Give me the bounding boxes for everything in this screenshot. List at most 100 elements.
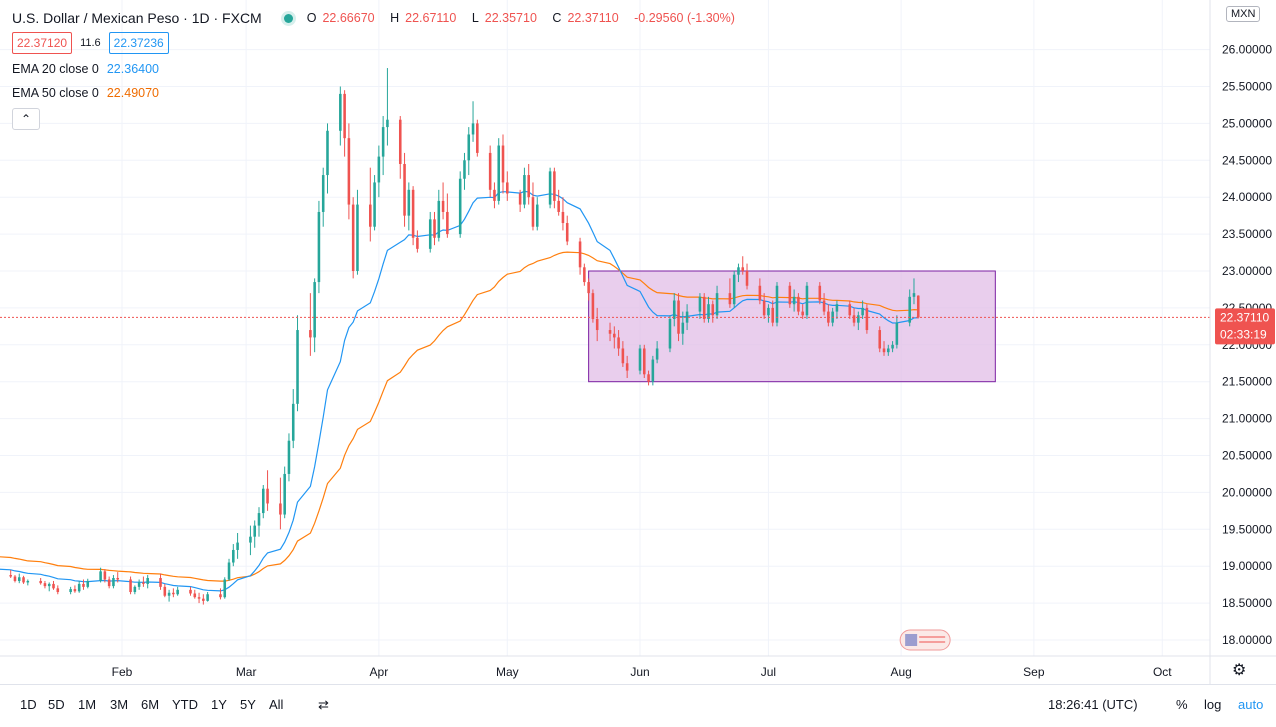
- gear-icon[interactable]: ⚙: [1232, 662, 1247, 679]
- time-tick-label: Aug: [890, 665, 911, 679]
- candle-body: [339, 93, 342, 131]
- candle: [557, 189, 560, 216]
- candle: [82, 579, 85, 590]
- log-toggle[interactable]: log: [1204, 697, 1222, 712]
- candle-body: [728, 293, 732, 305]
- symbol-title[interactable]: U.S. Dollar / Mexican Peso · 1D · FXCM: [12, 10, 262, 26]
- auto-toggle[interactable]: auto: [1238, 697, 1264, 712]
- candle: [283, 466, 286, 519]
- collapse-legend-button[interactable]: ⌃: [12, 108, 40, 130]
- candle-body: [797, 296, 800, 312]
- time-axis[interactable]: Feb Mar Apr May Jun Jul Aug Sep Oct: [0, 655, 1276, 679]
- candle: [818, 282, 822, 305]
- candle: [728, 278, 732, 308]
- candle: [625, 355, 629, 379]
- price-tick-label: 19.50000: [1222, 522, 1272, 536]
- candle-body: [548, 171, 552, 205]
- candle: [22, 575, 25, 584]
- candle: [291, 389, 295, 449]
- candle-body: [176, 589, 179, 595]
- candle: [373, 175, 376, 231]
- candle-body: [433, 219, 436, 238]
- price-tick-label: 24.50000: [1222, 153, 1272, 167]
- timeframe-5y[interactable]: 5Y: [240, 697, 256, 712]
- calendar-range-icon[interactable]: ⇄: [318, 697, 329, 712]
- ema20-legend[interactable]: EMA 20 close 0 22.36400: [12, 60, 741, 78]
- candle: [617, 330, 620, 356]
- candle-body: [805, 285, 809, 316]
- spread-value: 11.6: [80, 37, 101, 49]
- candle: [895, 315, 899, 349]
- timeframe-5d[interactable]: 5D: [48, 697, 65, 712]
- candle-body: [403, 163, 406, 216]
- candle: [595, 307, 599, 342]
- price-tick-label: 26.00000: [1222, 43, 1272, 57]
- timeframe-ytd[interactable]: YTD: [172, 697, 198, 712]
- last-price-tag: 22.37110 02:33:19: [1215, 308, 1275, 345]
- rectangle-drawing[interactable]: [588, 270, 996, 383]
- candle-body: [835, 304, 839, 312]
- candle: [227, 558, 231, 581]
- candle-body: [771, 307, 774, 323]
- flag-watermark-icon: [899, 629, 951, 651]
- candle: [677, 293, 680, 342]
- candle: [698, 293, 702, 319]
- timeframe-6m[interactable]: 6M: [141, 697, 160, 712]
- candle: [112, 575, 115, 589]
- candle: [621, 341, 625, 367]
- price-chart[interactable]: 18.00000 18.50000 19.00000 19.50000 20.00000…: [0, 0, 1276, 684]
- timeframe-all[interactable]: All: [269, 697, 284, 712]
- currency-badge[interactable]: MXN: [1226, 6, 1261, 22]
- candle-body: [381, 127, 385, 157]
- candle: [865, 304, 869, 334]
- candle: [497, 138, 501, 205]
- candle-body: [617, 337, 620, 349]
- candle: [296, 315, 299, 412]
- candle: [52, 580, 55, 590]
- candle: [146, 575, 149, 589]
- candle: [672, 293, 676, 327]
- timeframe-3m[interactable]: 3M: [110, 697, 129, 712]
- sell-button[interactable]: 22.37120: [12, 32, 73, 54]
- candle-body: [848, 304, 852, 316]
- candle: [343, 90, 346, 157]
- candle: [681, 311, 685, 345]
- candle-body: [698, 296, 702, 312]
- candle-body: [767, 307, 770, 316]
- candle-body: [47, 583, 51, 587]
- price-tag-countdown: 02:33:19: [1220, 327, 1267, 341]
- percent-toggle[interactable]: %: [1176, 697, 1188, 712]
- candle: [741, 256, 745, 275]
- candle-body: [197, 597, 201, 599]
- candle: [916, 295, 920, 319]
- candle-body: [822, 300, 826, 312]
- candle: [433, 211, 436, 246]
- chart-grid: [0, 0, 1210, 656]
- candle: [553, 167, 556, 209]
- timeframe-1d[interactable]: 1D: [20, 697, 37, 712]
- candle: [77, 580, 81, 593]
- candle: [548, 167, 552, 209]
- change-value: -0.29560 (-1.30%): [634, 11, 735, 25]
- clock-time[interactable]: 18:26:41 (UTC): [1048, 697, 1138, 712]
- candle-body: [446, 211, 449, 235]
- timeframe-1m[interactable]: 1M: [78, 697, 97, 712]
- ema50-legend[interactable]: EMA 50 close 0 22.49070: [12, 84, 741, 102]
- candle-body: [758, 285, 762, 301]
- candle-body: [788, 285, 792, 305]
- candle-body: [737, 267, 740, 275]
- buy-button[interactable]: 22.37236: [108, 32, 169, 54]
- candle-body: [441, 200, 445, 212]
- candle: [732, 271, 736, 308]
- candle: [339, 86, 342, 146]
- flag-canton: [905, 634, 918, 646]
- candle-body: [279, 503, 282, 515]
- candle-body: [531, 197, 535, 227]
- timeframe-1y[interactable]: 1Y: [211, 697, 227, 712]
- candle-body: [373, 182, 376, 227]
- ohlc-values: O 22.66670 H 22.67110 L 22.35710 C 22.37110 …: [306, 11, 735, 25]
- candle: [321, 167, 325, 227]
- candle: [411, 186, 415, 246]
- market-status-icon[interactable]: [283, 13, 293, 23]
- price-tick-label: 23.00000: [1222, 264, 1272, 278]
